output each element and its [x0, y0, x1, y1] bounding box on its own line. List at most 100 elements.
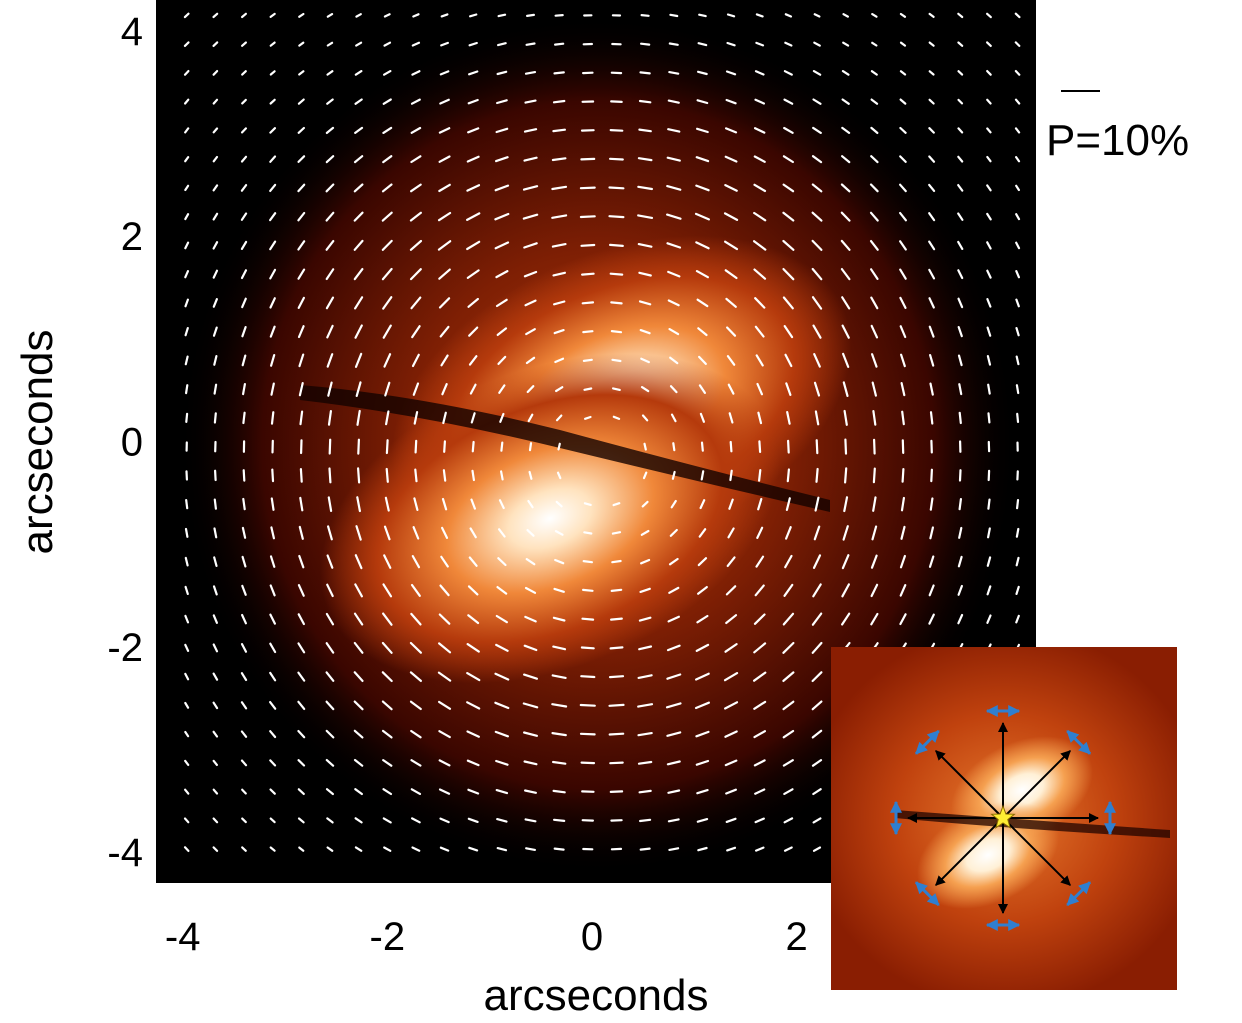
polarization-vector — [496, 846, 508, 852]
polarization-vector — [383, 13, 391, 18]
polarization-vector — [184, 643, 190, 653]
polarization-vector — [212, 614, 218, 624]
polarization-vector — [213, 383, 218, 395]
polarization-vector — [1015, 585, 1020, 596]
polarization-vector — [438, 642, 452, 654]
polarization-vector — [580, 675, 596, 679]
polarization-vector — [297, 211, 306, 222]
polarization-vector — [240, 730, 248, 738]
polarization-vector — [869, 211, 879, 222]
polarization-vector — [213, 355, 218, 366]
polarization-vector — [212, 846, 219, 853]
polarization-vector — [870, 70, 878, 76]
polarization-vector — [522, 702, 539, 709]
polarization-vector — [1015, 384, 1020, 395]
polarization-vector — [212, 730, 219, 738]
polarization-vector — [668, 42, 679, 46]
polarization-vector — [471, 469, 475, 482]
polarization-vector — [496, 327, 508, 336]
polarization-vector — [528, 470, 533, 480]
polarization-vector — [811, 155, 823, 164]
polarization-vector — [438, 127, 451, 134]
polarization-vector — [609, 761, 624, 765]
polarization-vector — [353, 641, 364, 654]
polarization-vector — [870, 554, 878, 569]
polarization-vector — [928, 240, 936, 251]
polarization-vector — [958, 469, 962, 482]
polarization-vector — [583, 387, 593, 391]
polarization-vector — [270, 411, 275, 425]
polarization-vector — [637, 185, 654, 191]
polarization-vector — [439, 70, 450, 76]
polarization-vector — [297, 700, 306, 711]
polarization-vector — [468, 556, 478, 567]
polarization-vector — [1015, 614, 1020, 624]
polarization-vector — [556, 471, 562, 480]
polarization-vector — [494, 241, 510, 250]
polarization-vector — [184, 156, 190, 163]
polarization-vector — [755, 354, 764, 367]
y-tick-label: -4 — [107, 831, 143, 875]
polarization-vector — [639, 329, 651, 335]
polarization-vector — [727, 527, 735, 539]
polarization-vector — [410, 583, 421, 597]
polarization-vector — [298, 554, 305, 569]
polarization-vector — [297, 183, 306, 193]
polarization-vector — [439, 98, 450, 105]
polarization-vector — [640, 529, 650, 536]
polarization-vector — [523, 128, 538, 133]
polarization-vector — [638, 818, 652, 823]
polarization-vector — [667, 789, 681, 794]
polarization-vector — [298, 846, 305, 852]
polarization-vector — [581, 301, 595, 305]
polarization-vector — [242, 383, 246, 396]
x-tick-label: -2 — [370, 915, 406, 959]
polarization-vector — [524, 818, 537, 823]
polarization-vector — [608, 703, 625, 707]
polarization-vector — [183, 69, 190, 76]
polarization-vector — [383, 554, 392, 569]
polarization-vector — [724, 642, 738, 653]
polarization-vector — [870, 612, 879, 626]
polarization-vector — [495, 156, 509, 163]
polarization-vector — [554, 14, 564, 17]
polarization-vector — [872, 467, 876, 484]
polarization-vector — [269, 788, 276, 795]
polarization-vector — [785, 497, 791, 511]
polarization-vector — [552, 300, 566, 306]
polarization-vector — [410, 612, 422, 626]
polarization-vector — [669, 385, 678, 394]
polarization-vector — [841, 69, 850, 76]
polarization-vector — [438, 730, 451, 739]
polarization-vector — [1015, 355, 1020, 366]
polarization-vector — [1015, 327, 1020, 337]
polarization-vector — [552, 818, 566, 823]
polarization-vector — [411, 554, 421, 569]
polarization-vector — [299, 468, 303, 483]
polarization-vector — [899, 296, 907, 309]
polarization-vector — [755, 41, 765, 47]
polarization-vector — [898, 211, 908, 222]
polarization-vector — [183, 817, 190, 824]
polarization-vector — [353, 183, 364, 193]
polarization-vector — [782, 211, 795, 222]
polarization-vector — [580, 243, 596, 247]
polarization-vector — [497, 557, 507, 567]
polarization-vector — [553, 329, 565, 335]
polarization-vector — [608, 215, 625, 219]
polarization-vector — [241, 788, 247, 795]
polarization-vector — [269, 730, 277, 739]
polarization-vector — [468, 326, 479, 337]
polarization-vector — [438, 759, 451, 767]
polarization-vector — [240, 701, 248, 710]
polarization-vector — [1015, 527, 1020, 538]
polarization-vector — [957, 155, 964, 163]
polarization-vector — [471, 440, 475, 453]
polarization-vector — [640, 357, 651, 364]
radial-arrow — [1002, 750, 1071, 819]
polarization-vector — [579, 186, 596, 190]
polarization-vector — [783, 846, 793, 852]
polarization-vector — [467, 585, 479, 596]
polarization-vector — [383, 846, 392, 852]
polarization-vector — [185, 499, 189, 510]
